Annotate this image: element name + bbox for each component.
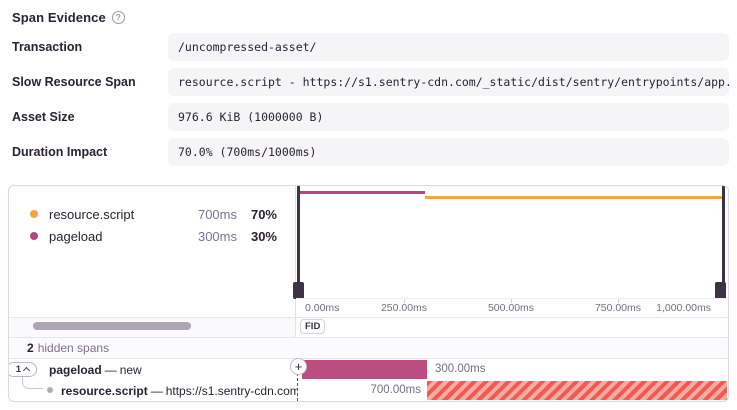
axis-tick [404, 299, 405, 303]
hidden-spans-text: hidden spans [37, 341, 110, 355]
section-title: Span Evidence [12, 9, 106, 25]
legend-duration: 700ms [197, 207, 237, 222]
evidence-value: 976.6 KiB (1000000 B) [168, 103, 729, 131]
hidden-spans-count: 2 [27, 341, 34, 355]
span-waterfall-widget: resource.script 700ms 70% pageload 300ms… [8, 185, 729, 402]
chevron-up-icon [22, 366, 31, 375]
axis-tick-label: 1,000.00ms [656, 302, 711, 314]
section-header: Span Evidence ? [12, 8, 125, 26]
legend-item-pageload: pageload 300ms 30% [9, 226, 289, 246]
hidden-spans-row: 2 hidden spans [9, 338, 728, 358]
zoom-cursor-icon[interactable]: + [290, 358, 307, 375]
legend-dot-icon [30, 210, 38, 218]
evidence-label: Asset Size [12, 110, 75, 124]
tree-connector-dot-icon [47, 387, 53, 393]
evidence-label: Slow Resource Span [12, 75, 136, 89]
span-title-resource-script: resource.script — https://s1.sentry-cdn.co… [61, 384, 297, 398]
viewport-guide-line [297, 358, 298, 401]
web-vital-badge-fid: FID [300, 319, 326, 334]
evidence-row-asset-size: Asset Size 976.6 KiB (1000000 B) [0, 103, 737, 131]
axis-tick [618, 299, 619, 303]
span-title-pageload: pageload — new [49, 363, 142, 377]
viewport-grab-right[interactable] [715, 282, 726, 299]
legend-percent: 30% [250, 229, 277, 244]
evidence-value: /uncompressed-asset/ [168, 33, 729, 61]
span-children-toggle[interactable]: 1 [9, 362, 37, 377]
axis-tick-label: 500.00ms [487, 302, 535, 314]
span-children-count: 1 [15, 363, 21, 375]
legend-label: pageload [49, 229, 103, 244]
legend-label: resource.script [49, 207, 135, 222]
evidence-value: 70.0% (700ms/1000ms) [168, 138, 729, 166]
viewport-handle-right[interactable] [722, 186, 725, 299]
legend-dot-icon [30, 232, 38, 240]
panel-divider [295, 186, 296, 337]
evidence-value: resource.script - https://s1.sentry-cdn.… [168, 68, 729, 96]
viewport-grab-left[interactable] [293, 282, 304, 299]
span-duration-label: 700.00ms [370, 384, 421, 396]
legend-percent: 70% [250, 207, 277, 222]
legend-item-resource-script: resource.script 700ms 70% [9, 204, 289, 224]
evidence-row-slow-resource-span: Slow Resource Span resource.script - htt… [0, 68, 737, 96]
axis-line [296, 298, 726, 299]
axis-tick-label: 250.00ms [380, 302, 428, 314]
horizontal-scrollbar-thumb[interactable] [33, 322, 191, 330]
row-separator [9, 317, 728, 318]
axis-tick [511, 299, 512, 303]
evidence-label: Duration Impact [12, 145, 108, 159]
minimap-span-resource-script [425, 196, 725, 199]
row-separator [9, 358, 728, 359]
viewport-handle-left[interactable] [297, 186, 300, 299]
evidence-row-transaction: Transaction /uncompressed-asset/ [0, 33, 737, 61]
span-duration-label: 300.00ms [435, 363, 486, 375]
row-separator [9, 337, 728, 338]
axis-tick-label: 750.00ms [594, 302, 642, 314]
minimap-span-pageload [298, 191, 425, 194]
legend-duration: 300ms [197, 229, 237, 244]
tree-connector-line [22, 375, 43, 389]
axis-tick-label: 0.00ms [305, 302, 340, 314]
span-bar-pageload[interactable] [302, 360, 427, 379]
evidence-row-duration-impact: Duration Impact 70.0% (700ms/1000ms) [0, 138, 737, 166]
help-icon[interactable]: ? [111, 10, 125, 24]
span-bar-resource-script-hatched[interactable] [427, 381, 727, 400]
evidence-label: Transaction [12, 40, 83, 54]
